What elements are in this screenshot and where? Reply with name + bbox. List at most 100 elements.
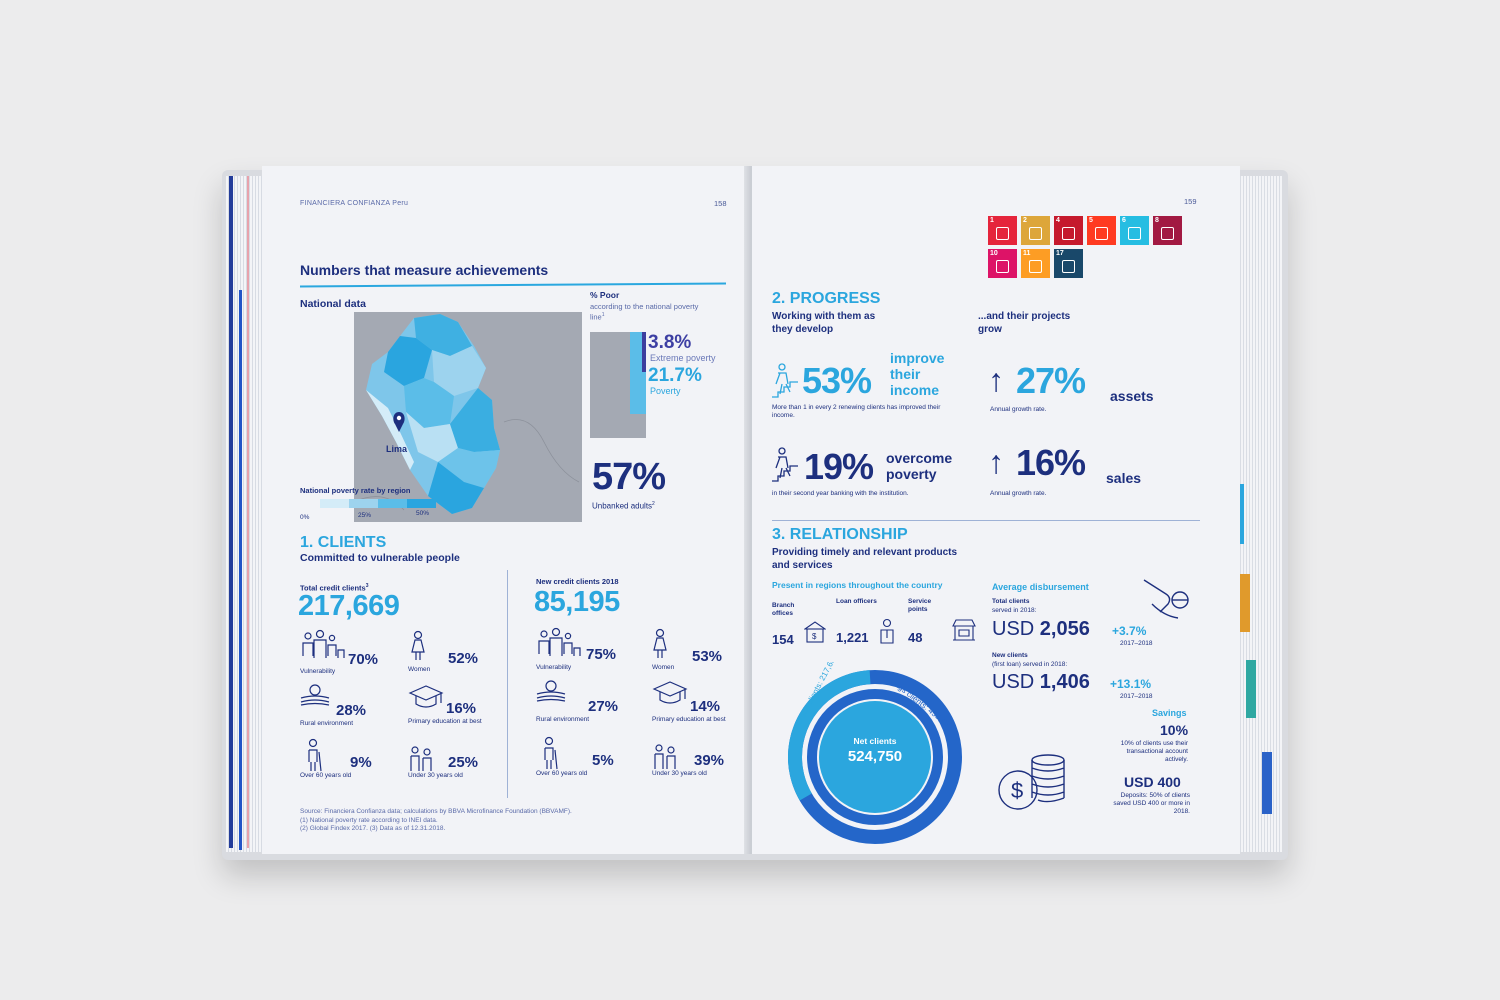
- page-number: 159: [1184, 197, 1197, 206]
- region-shape: [414, 314, 472, 356]
- sdg-number: 1: [990, 217, 994, 224]
- stat-value: 39%: [694, 752, 725, 769]
- total-clients-sub: served in 2018:: [992, 607, 1037, 614]
- clients-donut-chart: Net clients 524,750 Credit clients: 217,…: [788, 662, 962, 844]
- arrow-up-icon: ↑: [988, 362, 1004, 398]
- right-page-edges: [1238, 176, 1282, 852]
- stairs-climb-icon: [772, 362, 800, 403]
- sdg-number: 6: [1122, 217, 1126, 224]
- regions-label: Present in regions throughout the countr…: [772, 580, 943, 590]
- stat-label: Women: [652, 664, 675, 671]
- savings-pct: 10%: [1160, 722, 1189, 738]
- progress-section-title: 2. PROGRESS: [772, 290, 881, 307]
- peru-map: Lima: [354, 312, 582, 522]
- left-edge-stripe: [229, 176, 233, 848]
- sdg-glyph: [1062, 227, 1075, 240]
- region-shape: [450, 388, 500, 452]
- poverty-label: Poverty: [650, 386, 681, 396]
- hand-coin-icon: [1142, 576, 1194, 637]
- arrow-up-icon: ↑: [988, 444, 1004, 480]
- stat-value: 53%: [692, 648, 723, 665]
- lima-pin-icon: [393, 412, 405, 432]
- extreme-poverty-value: 3.8%: [648, 332, 692, 353]
- sdg-glyph: [1161, 227, 1174, 240]
- overcome-poverty-label: overcome poverty: [886, 450, 953, 482]
- savings-title: Savings: [1152, 708, 1187, 718]
- stat-value: 75%: [586, 646, 617, 663]
- region-shape: [384, 336, 432, 386]
- reduced-inequalities-icon: 10: [988, 249, 1017, 278]
- region-shape: [428, 462, 484, 514]
- credit-ring: [788, 670, 962, 844]
- stat-label: Under 30 years old: [652, 770, 707, 777]
- assets-note: Annual growth rate.: [990, 406, 1047, 413]
- stat-value: 28%: [336, 702, 367, 719]
- total-period: 2017–2018: [1120, 640, 1153, 647]
- new-period: 2017–2018: [1120, 693, 1153, 700]
- sdg-glyph: [996, 260, 1009, 273]
- sdg-number: 8: [1155, 217, 1159, 224]
- officers-value: 1,221: [836, 630, 869, 645]
- donut-center-value: 524,750: [848, 748, 902, 765]
- region-shape: [404, 378, 454, 428]
- sustainable-cities-icon: 11: [1021, 249, 1050, 278]
- avg-disbursement-title: Average disbursement: [992, 582, 1089, 592]
- relationship-subtitle: Providing timely and relevant products a…: [772, 547, 958, 571]
- stat-value: 27%: [588, 698, 619, 715]
- new-clients-sub: (first loan) served in 2018:: [992, 661, 1068, 668]
- sdg-number: 2: [1023, 217, 1027, 224]
- assets-label: assets: [1110, 388, 1154, 404]
- branch-value: 154: [772, 632, 794, 647]
- sales-note: Annual growth rate.: [990, 490, 1047, 497]
- stat-label: Vulnerability: [536, 664, 572, 671]
- vulnerability-icon: [300, 628, 346, 667]
- overcome-poverty-value: 19%: [804, 446, 874, 487]
- extreme-poverty-label: Extreme poverty: [650, 353, 716, 363]
- inner-ring: [807, 689, 943, 825]
- right-page: 159 1 2 4 5 6 8 10 11 17 2. PROGRESS Working wit…: [752, 166, 1240, 854]
- deposit-note: Deposits: 50% of clients saved USD 400 o…: [1113, 792, 1190, 815]
- sdg-glyph: [1128, 227, 1141, 240]
- sdg-glyph: [996, 227, 1009, 240]
- region-shape: [438, 448, 500, 488]
- vulnerability-icon: [536, 626, 582, 665]
- stat-label: Primary education at best: [408, 718, 482, 725]
- relationship-section-title: 3. RELATIONSHIP: [772, 526, 908, 543]
- elderly-icon: [304, 738, 324, 777]
- stat-label: Over 60 years old: [300, 772, 352, 779]
- sales-label: sales: [1106, 470, 1142, 486]
- branch-label: Branch offices: [772, 602, 795, 617]
- unbanked-label: Unbanked adults2: [592, 501, 655, 511]
- stat-value: 52%: [448, 650, 479, 667]
- quality-education-icon: 4: [1054, 216, 1083, 245]
- region-shape: [406, 412, 458, 462]
- stat-value: 9%: [350, 754, 372, 771]
- poor-bar: [590, 332, 646, 438]
- sdg-glyph: [1062, 260, 1075, 273]
- sdg-glyph: [1029, 227, 1042, 240]
- new-credit-label: New credit clients 2018: [536, 577, 619, 586]
- donut-center: [819, 701, 931, 813]
- section-tab: [1240, 574, 1250, 632]
- service-points-label: Service points: [908, 598, 932, 613]
- young-people-icon: [652, 744, 678, 775]
- new-growth: +13.1%: [1110, 677, 1152, 691]
- left-page: FINANCIERA CONFIANZA Peru 158 Numbers th…: [262, 166, 748, 854]
- clients-section-title: 1. CLIENTS: [300, 534, 387, 551]
- map-legend-title: National poverty rate by region: [300, 486, 411, 495]
- partnerships-icon: 17: [1054, 249, 1083, 278]
- sources: Source: Financiera Confianza data; calcu…: [300, 808, 572, 834]
- total-growth: +3.7%: [1112, 624, 1147, 638]
- extreme-poverty-fill: [642, 332, 646, 372]
- lima-label: Lima: [386, 444, 408, 454]
- sales-value: 16%: [1016, 442, 1086, 483]
- sdg-number: 10: [990, 250, 998, 257]
- officer-person-icon: [878, 618, 896, 649]
- assets-value: 27%: [1016, 360, 1086, 401]
- border-line: [503, 419, 580, 483]
- young-people-icon: [408, 746, 434, 777]
- legend-tick: 50%: [416, 510, 430, 517]
- rural-icon: [536, 680, 566, 707]
- progress-right-subtitle: ...and their projects grow: [978, 311, 1071, 335]
- stat-value: 16%: [446, 700, 477, 717]
